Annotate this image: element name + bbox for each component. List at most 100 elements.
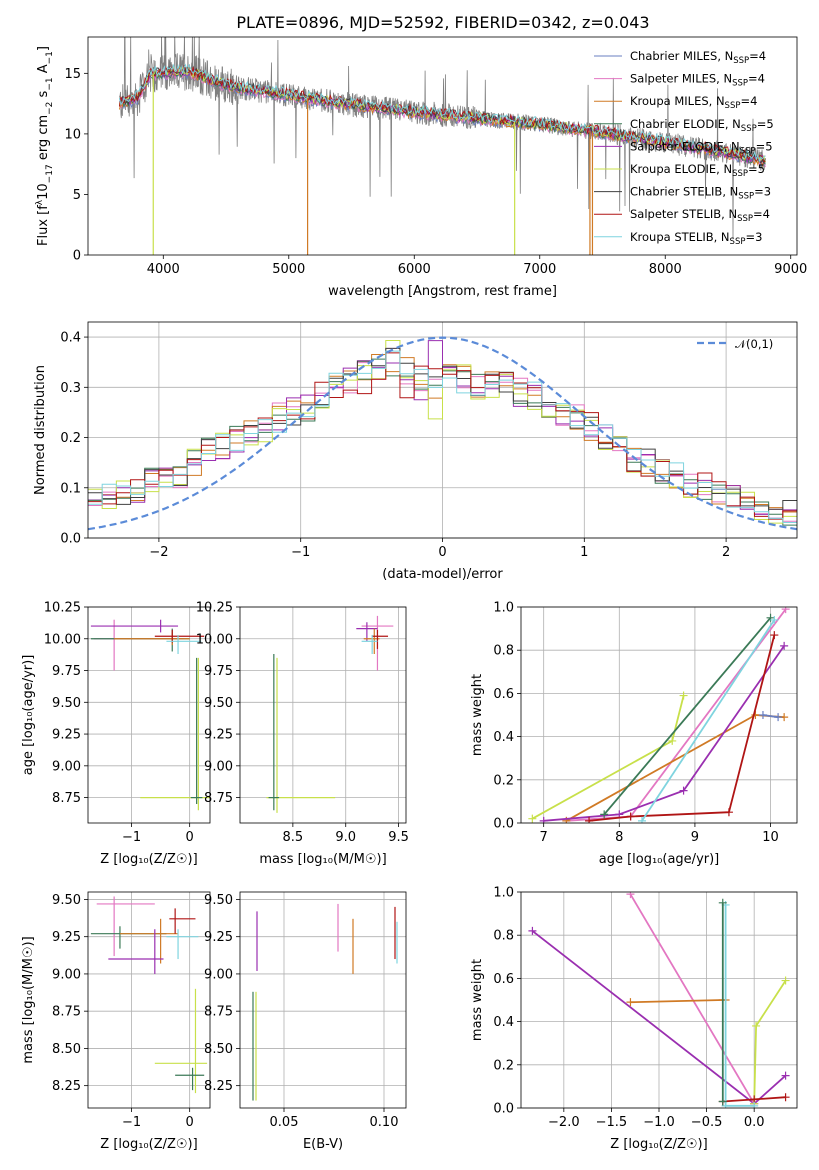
weight-point: [585, 816, 594, 823]
errorbar-point: [96, 896, 155, 957]
x-tick-label: 9.0: [335, 830, 356, 845]
y-tick-label: 8.75: [204, 791, 233, 806]
plot-area: [88, 336, 797, 531]
y-tick-label: 0.2: [60, 431, 81, 446]
chart-2: −1 0 8.75 9.00 9.25 9.50 9.75 10.00 10.25 Z [log₁…: [21, 601, 211, 867]
weight-point: [539, 816, 548, 823]
errorbar-point: [169, 908, 196, 934]
weight-series: [543, 645, 785, 822]
x-tick-label: 10: [762, 830, 779, 845]
errorbar-point: [190, 657, 203, 804]
chart-title: PLATE=0896, MJD=52592, FIBERID=0342, z=0…: [236, 13, 649, 32]
legend-entry: Salpeter STELIB, NSSP=4: [630, 207, 770, 224]
errorbar-point: [166, 634, 202, 655]
legend: Chabrier MILES, NSSP=4 Salpeter MILES, NS…: [594, 49, 774, 247]
x-tick-label: −1.0: [643, 1115, 675, 1130]
x-tick-label: −1: [122, 1115, 141, 1130]
weight-series: [641, 619, 776, 822]
x-tick-label: 2: [722, 545, 730, 560]
chart-4: 7 8 9 10 0.0 0.2 0.4 0.6 0.8 1.0 age [log₁₀(age/yr…: [470, 601, 798, 867]
weight-point: [781, 1071, 790, 1080]
errorbar-point: [268, 654, 280, 811]
y-tick-label: 0.0: [60, 532, 81, 547]
y-tick-label: 9.50: [204, 696, 233, 711]
y-tick-label: 15: [64, 67, 81, 82]
y-tick-label: 0.2: [493, 773, 514, 788]
weight-point: [752, 1021, 761, 1030]
x-tick-label: 0.05: [270, 1115, 299, 1130]
x-tick-label: 0.0: [744, 1115, 765, 1130]
y-tick-label: 8.50: [52, 1042, 81, 1057]
y-tick-label: 0.0: [493, 1102, 514, 1117]
weight-point: [718, 898, 727, 907]
plot-area: [266, 615, 394, 813]
x-axis-label: Z [log₁₀(Z/Z☉)]: [610, 1137, 707, 1152]
x-tick-label: −2.0: [548, 1115, 580, 1130]
weight-point: [528, 814, 537, 823]
weight-point: [679, 786, 688, 795]
y-tick-label: 0.0: [493, 817, 514, 832]
y-tick-label: 0: [73, 249, 81, 264]
chart-5: −1 0 8.25 8.50 8.75 9.00 9.25 9.50 Z [log₁₀(Z/Z☉…: [21, 891, 211, 1152]
y-tick-label: 10.25: [196, 601, 233, 616]
x-tick-label: 0: [438, 545, 446, 560]
y-tick-label: 0.6: [493, 972, 514, 987]
weight-point: [600, 810, 609, 819]
y-tick-label: 0.2: [493, 1058, 514, 1073]
x-tick-label: 1: [580, 545, 588, 560]
y-tick-label: 9.00: [204, 759, 233, 774]
histogram-series: [88, 350, 797, 523]
y-tick-label: 9.00: [52, 967, 81, 982]
errorbar-point: [166, 929, 199, 960]
legend-entry: Kroupa MILES, NSSP=4: [630, 94, 757, 111]
axes-frame: [87, 606, 211, 824]
weight-point: [721, 1101, 730, 1108]
weight-point: [781, 976, 790, 985]
y-tick-label: 0.4: [493, 1015, 514, 1030]
chart-1: −2 −1 0 1 2 0.0 0.1 0.2 0.3 0.4 (data-model)/error…: [33, 321, 798, 582]
x-axis-label: wavelength [Angstrom, rest frame]: [328, 284, 557, 299]
y-axis-label: Normed distribution: [33, 365, 48, 495]
x-tick-label: 0: [186, 1115, 194, 1130]
x-tick-label: 8000: [649, 262, 682, 277]
errorbar-point: [154, 988, 208, 1094]
y-axis-label: mass weight: [470, 674, 485, 756]
errorbar-point: [90, 619, 179, 633]
axes-frame: [87, 321, 798, 539]
weight-series: [629, 893, 755, 1105]
x-tick-label: 0: [186, 830, 194, 845]
y-tick-label: 8.25: [204, 1079, 233, 1094]
y-tick-label: 9.75: [204, 664, 233, 679]
y-tick-label: 0.4: [493, 730, 514, 745]
errorbar-point: [90, 628, 190, 652]
y-tick-label: 1.0: [493, 601, 514, 616]
x-axis-label: (data-model)/error: [382, 567, 503, 582]
chart-0: 4000 5000 6000 7000 8000 9000 0 5 10 15 PLATE=0896…: [35, 13, 807, 299]
errorbar-point: [119, 918, 179, 964]
axes-frame: [520, 891, 798, 1109]
weight-point: [774, 713, 783, 722]
y-tick-label: 10.25: [44, 601, 81, 616]
x-axis-label: mass [log₁₀(M/M☉)]: [259, 852, 386, 867]
weight-point: [626, 998, 635, 1007]
x-axis-label: age [log₁₀(age/yr)]: [599, 852, 720, 867]
weight-series: [531, 695, 685, 820]
normal-curve: [88, 336, 797, 531]
x-tick-label: 4000: [147, 262, 180, 277]
y-tick-label: 1.0: [493, 886, 514, 901]
errorbar-point: [361, 634, 378, 655]
y-tick-label: 8.75: [52, 791, 81, 806]
weight-point: [626, 892, 635, 899]
y-tick-label: 9.75: [52, 664, 81, 679]
weight-point: [770, 615, 779, 624]
weight-series: [753, 980, 787, 1104]
weight-point: [750, 1101, 759, 1108]
y-tick-label: 8.75: [204, 1005, 233, 1020]
y-tick-label: 8.50: [204, 1042, 233, 1057]
y-tick-label: 0.6: [493, 687, 514, 702]
chart-3: 8.5 9.0 9.5 8.75 9.00 9.25 9.50 9.75 10.00 10.25 m…: [196, 601, 409, 868]
x-tick-label: −2: [149, 545, 168, 560]
y-tick-label: 8.75: [52, 1005, 81, 1020]
plot-area: [90, 896, 208, 1094]
